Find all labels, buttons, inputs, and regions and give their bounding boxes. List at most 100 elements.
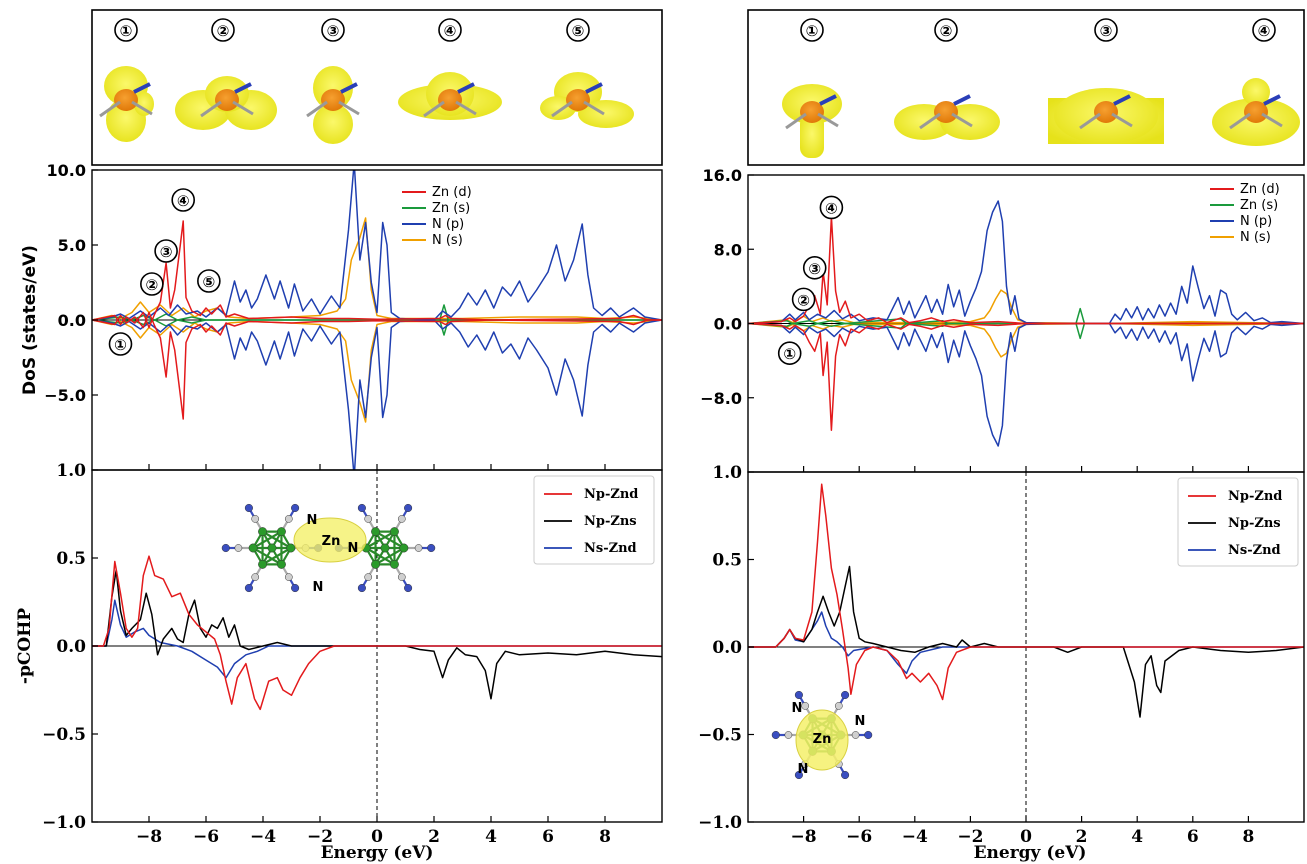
right-dos-peak-marker-label: ② <box>797 291 810 309</box>
left-orbital-marker-label: ④ <box>444 22 457 40</box>
left-cohp-series-cohp_np_znd <box>92 555 662 711</box>
right-cohp-ytick-label: 0.5 <box>712 551 742 571</box>
right-orbital-isosurface-2 <box>894 94 1000 140</box>
left-dos-ytick-label: 10.0 <box>47 161 86 180</box>
right-cohp-xlabel: Energy (eV) <box>974 843 1087 863</box>
left-cohp-xtick-label: 6 <box>542 827 554 847</box>
right-dos-ytick-label: 0.0 <box>714 315 742 334</box>
right-cohp-xtick-label: −8 <box>791 827 817 847</box>
left-cohp-xlabel: Energy (eV) <box>321 843 434 863</box>
left-cohp-legend-label-cohp_np_zns: Np-Zns <box>584 514 637 529</box>
right-orbital-marker-circle <box>1094 18 1118 42</box>
left-orbital-marker-circle <box>321 18 345 42</box>
right-dos-series-zn_d-spin-up <box>748 216 1304 325</box>
right-dos-peak-marker-label: ① <box>783 345 796 363</box>
left-cohp-xtick-label: 4 <box>485 827 497 847</box>
right-molecule-label: Zn <box>813 732 832 747</box>
right-dos-legend-label-zn_d: Zn (d) <box>1240 182 1280 197</box>
right-cohp-xtick-label: 0 <box>1020 827 1032 847</box>
right-cohp-xtick-label: 6 <box>1187 827 1199 847</box>
left-dos-peak-marker-label: ① <box>114 336 127 354</box>
left-orbital-isosurface-3 <box>306 66 360 144</box>
right-molecule-label: N <box>855 714 866 729</box>
right-orbital-marker-label: ② <box>940 22 953 40</box>
right-cohp-xtick-label: −6 <box>846 827 872 847</box>
right-orbital-marker-label: ④ <box>1258 22 1271 40</box>
left-molecule-label: N <box>313 580 324 595</box>
left-dos-series-n_s-spin-up <box>92 217 662 321</box>
right-cohp-legend-label-cohp_np_znd: Np-Znd <box>1228 489 1282 504</box>
left-molecule-label: Zn <box>322 534 341 549</box>
left-dos-series-zn_d-spin-down <box>92 311 662 420</box>
left-cohp-legend-box <box>533 475 655 565</box>
left-dos-legend-label-zn_s: Zn (s) <box>432 201 470 216</box>
right-dos-series-zn_s-spin-down <box>748 322 1304 340</box>
right-orbital-marker-label: ① <box>806 22 819 40</box>
left-cohp-ylabel: -pCOHP <box>15 608 35 684</box>
right-dos-legend: Zn (d)Zn (s)N (p)N (s) <box>1210 182 1280 245</box>
left-orbital-isosurface-1 <box>99 66 154 142</box>
left-dos-legend-label-n_p: N (p) <box>432 217 464 232</box>
left-cohp-panel: 1.0 0.5 0.0 −0.5 −1.0 −8 −6 −4 −2 0 2 4 6 8 -pCOHP En… <box>15 461 663 863</box>
left-cohp-series-cohp_np_zns <box>92 569 662 700</box>
right-cohp-series-cohp_np_znd <box>748 483 1304 701</box>
left-cohp-xtick-label: −6 <box>193 827 219 847</box>
right-orbital-isosurface-4 <box>1212 78 1300 146</box>
left-orbital-panel: ① ② ③ ④ ⑤ <box>91 9 663 166</box>
right-dos-ytick-label: −8.0 <box>700 389 742 408</box>
right-dos-ytick-label: 16.0 <box>703 166 742 185</box>
right-cohp-legend: Np-Znd Np-Zns Ns-Znd <box>1177 477 1299 567</box>
left-dos-series-n_p-spin-up <box>92 170 662 321</box>
left-orbital-marker-circle <box>438 18 462 42</box>
left-dos-peak-marker-circle <box>140 272 164 296</box>
left-cohp-legend-label-cohp_ns_znd: Ns-Znd <box>584 541 637 556</box>
right-dos-series-zn_d-spin-down <box>748 322 1304 431</box>
right-orbital-isosurface-1 <box>782 84 842 158</box>
right-molecule-label: N <box>798 762 809 777</box>
right-dos-series-n_s-spin-up <box>748 289 1304 325</box>
right-orbital-marker-label: ③ <box>1100 22 1113 40</box>
left-dos-peak-marker-label: ⑤ <box>202 273 215 291</box>
left-cohp-ytick-label: −0.5 <box>42 725 86 745</box>
right-cohp-series-cohp_np_zns <box>748 565 1304 718</box>
left-orbital-marker-circle <box>114 18 138 42</box>
right-cohp-legend-label-cohp_ns_znd: Ns-Znd <box>1228 543 1281 558</box>
left-orbital-isosurface-5 <box>540 72 634 128</box>
left-cohp-xtick-label: 2 <box>428 827 440 847</box>
left-cohp-series-cohp_ns_znd <box>92 599 662 679</box>
right-dos-peak-marker-circle <box>791 287 816 312</box>
right-orbital-isosurface-3 <box>1048 88 1164 144</box>
left-cohp-ytick-label: 0.5 <box>56 549 86 569</box>
right-dos-series-n_s-spin-down <box>748 322 1304 358</box>
right-dos-peak-marker-circle <box>819 195 844 220</box>
left-cohp-legend-label-cohp_np_znd: Np-Znd <box>584 487 638 502</box>
right-cohp-legend-label-cohp_np_zns: Np-Zns <box>1228 516 1281 531</box>
left-cohp-xtick-label: −8 <box>136 827 162 847</box>
right-dos-ytick-label: 8.0 <box>714 240 742 259</box>
right-cohp-xtick-label: −4 <box>902 827 928 847</box>
left-orbital-marker-label: ⑤ <box>572 22 585 40</box>
right-dos-peak-marker-circle <box>777 341 802 366</box>
right-cohp-ytick-label: 0.0 <box>712 638 742 658</box>
left-cohp-xtick-label: 0 <box>371 827 383 847</box>
left-orbital-marker-label: ② <box>217 22 230 40</box>
right-dos-legend-label-n_p: N (p) <box>1240 214 1272 229</box>
left-cohp-ytick-label: −1.0 <box>42 813 86 833</box>
left-orbital-marker-circle <box>566 18 590 42</box>
left-dos-legend-label-zn_d: Zn (d) <box>432 185 472 200</box>
right-molecule-structure: N N Zn N <box>771 690 873 780</box>
right-cohp-xtick-label: 2 <box>1076 827 1088 847</box>
right-orbital-panel: ① ② ③ ④ <box>747 9 1305 166</box>
right-dos-series-zn_s-spin-up <box>748 307 1304 325</box>
left-cohp-ytick-label: 0.0 <box>56 637 86 657</box>
left-molecule-label: N <box>348 541 359 556</box>
right-cohp-xtick-label: 8 <box>1242 827 1254 847</box>
left-cohp-ytick-label: 1.0 <box>56 461 86 481</box>
left-dos-ylabel: DoS (states/eV) <box>20 245 40 395</box>
left-cohp-xtick-label: −4 <box>250 827 276 847</box>
left-dos-peak-marker-label: ④ <box>177 192 190 210</box>
right-dos-peak-marker-label: ④ <box>825 199 838 217</box>
left-dos-series-n_s-spin-down <box>92 319 662 423</box>
right-dos-peak-marker-circle <box>802 256 827 280</box>
left-dos-peak-marker-label: ② <box>145 276 158 294</box>
